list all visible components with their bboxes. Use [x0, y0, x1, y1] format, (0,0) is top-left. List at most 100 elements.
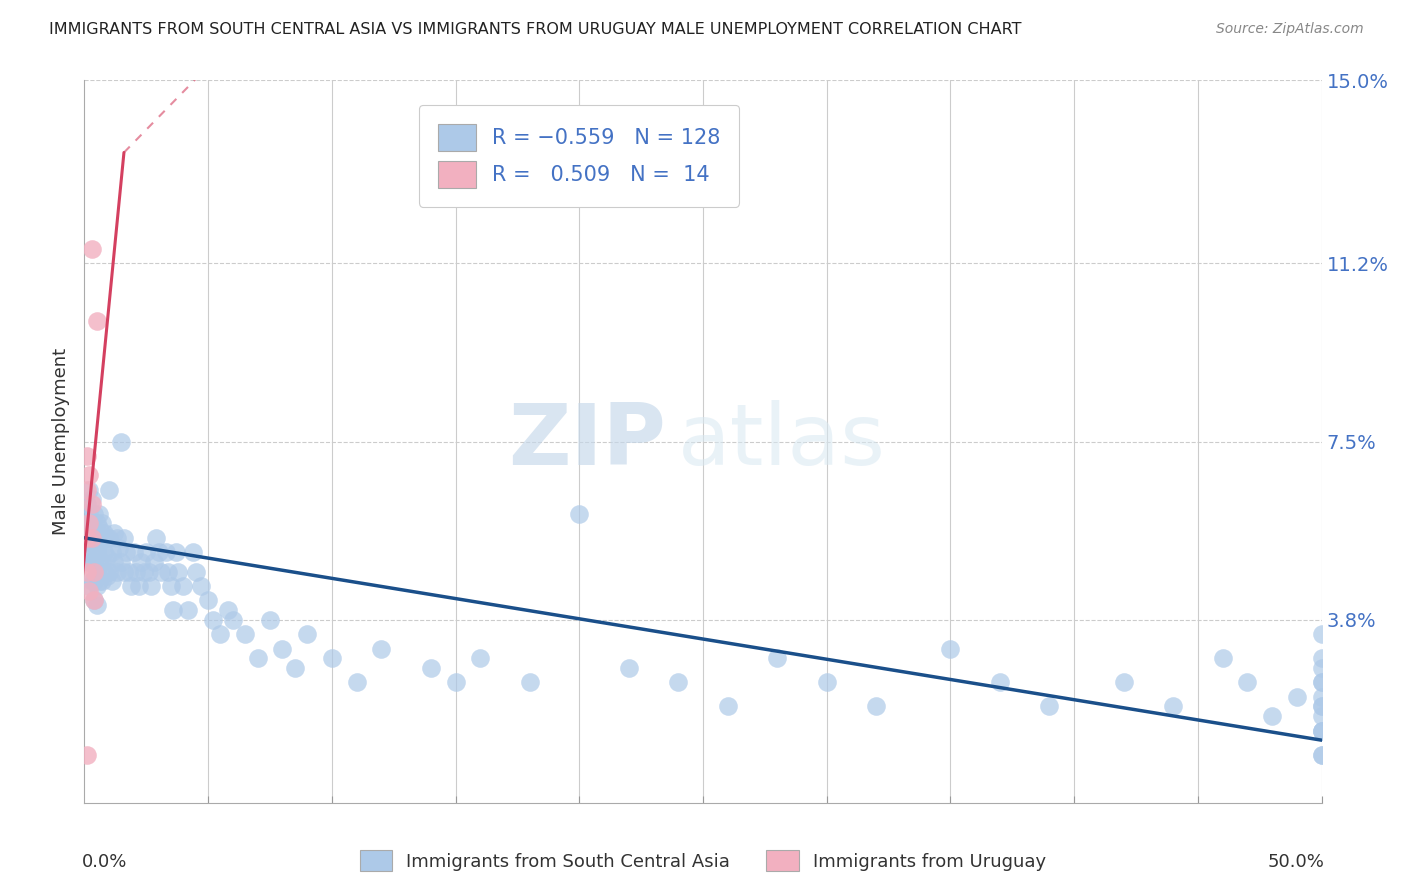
Point — [1310, 699, 1333, 714]
Point — [1310, 709, 1333, 723]
Point — [79, 468, 101, 483]
Point — [80, 574, 103, 589]
Point — [295, 627, 318, 641]
Point — [129, 555, 152, 569]
Point — [145, 531, 167, 545]
Text: ZIP: ZIP — [508, 400, 666, 483]
Point — [157, 565, 180, 579]
Point — [150, 565, 173, 579]
Point — [165, 545, 187, 559]
Point — [96, 531, 118, 545]
Point — [246, 651, 269, 665]
Point — [76, 497, 98, 511]
Point — [80, 497, 103, 511]
Point — [80, 555, 103, 569]
Point — [98, 483, 121, 497]
Y-axis label: Male Unemployment: Male Unemployment — [52, 348, 70, 535]
Point — [80, 531, 103, 545]
Point — [79, 579, 101, 593]
Point — [83, 593, 105, 607]
Point — [125, 565, 148, 579]
Point — [865, 699, 887, 714]
Point — [80, 535, 103, 549]
Point — [1310, 747, 1333, 762]
Point — [1112, 675, 1135, 690]
Point — [96, 550, 118, 565]
Point — [1310, 651, 1333, 665]
Point — [86, 565, 108, 579]
Point — [128, 579, 150, 593]
Point — [93, 545, 115, 559]
Point — [110, 434, 132, 449]
Point — [105, 565, 128, 579]
Legend: Immigrants from South Central Asia, Immigrants from Uruguay: Immigrants from South Central Asia, Immi… — [353, 843, 1053, 879]
Point — [76, 565, 98, 579]
Point — [76, 516, 98, 531]
Text: atlas: atlas — [678, 400, 886, 483]
Point — [1161, 699, 1184, 714]
Point — [90, 555, 112, 569]
Point — [717, 699, 740, 714]
Point — [1310, 661, 1333, 675]
Point — [321, 651, 343, 665]
Point — [79, 483, 101, 497]
Point — [80, 516, 103, 531]
Point — [96, 569, 118, 583]
Point — [100, 574, 122, 589]
Point — [83, 555, 105, 569]
Text: IMMIGRANTS FROM SOUTH CENTRAL ASIA VS IMMIGRANTS FROM URUGUAY MALE UNEMPLOYMENT : IMMIGRANTS FROM SOUTH CENTRAL ASIA VS IM… — [49, 22, 1022, 37]
Point — [115, 545, 138, 559]
Text: 50.0%: 50.0% — [1267, 854, 1324, 871]
Point — [1310, 723, 1333, 738]
Point — [162, 603, 184, 617]
Point — [190, 579, 212, 593]
Point — [89, 574, 111, 589]
Point — [419, 661, 441, 675]
Point — [209, 627, 232, 641]
Point — [766, 651, 789, 665]
Point — [141, 579, 163, 593]
Text: Source: ZipAtlas.com: Source: ZipAtlas.com — [1216, 22, 1364, 37]
Point — [346, 675, 368, 690]
Point — [470, 651, 492, 665]
Point — [148, 545, 170, 559]
Point — [370, 641, 392, 656]
Point — [103, 526, 125, 541]
Point — [79, 583, 101, 598]
Point — [112, 565, 135, 579]
Point — [79, 555, 101, 569]
Point — [1310, 723, 1333, 738]
Point — [284, 661, 307, 675]
Point — [83, 521, 105, 535]
Point — [177, 603, 200, 617]
Point — [110, 555, 132, 569]
Point — [118, 565, 141, 579]
Point — [83, 541, 105, 555]
Point — [79, 531, 101, 545]
Point — [105, 531, 128, 545]
Point — [93, 565, 115, 579]
Point — [112, 531, 135, 545]
Point — [132, 565, 155, 579]
Point — [93, 526, 115, 541]
Point — [98, 565, 121, 579]
Legend: R = −0.559   N = 128, R =   0.509   N =  14: R = −0.559 N = 128, R = 0.509 N = 14 — [419, 105, 740, 207]
Point — [76, 531, 98, 545]
Point — [184, 565, 207, 579]
Point — [1310, 675, 1333, 690]
Point — [1310, 627, 1333, 641]
Point — [160, 579, 183, 593]
Point — [666, 675, 689, 690]
Point — [80, 242, 103, 256]
Point — [167, 565, 190, 579]
Point — [86, 531, 108, 545]
Point — [86, 599, 108, 613]
Text: 0.0%: 0.0% — [82, 854, 128, 871]
Point — [135, 545, 157, 559]
Point — [444, 675, 467, 690]
Point — [617, 661, 640, 675]
Point — [103, 555, 125, 569]
Point — [271, 641, 294, 656]
Point — [79, 516, 101, 531]
Point — [86, 579, 108, 593]
